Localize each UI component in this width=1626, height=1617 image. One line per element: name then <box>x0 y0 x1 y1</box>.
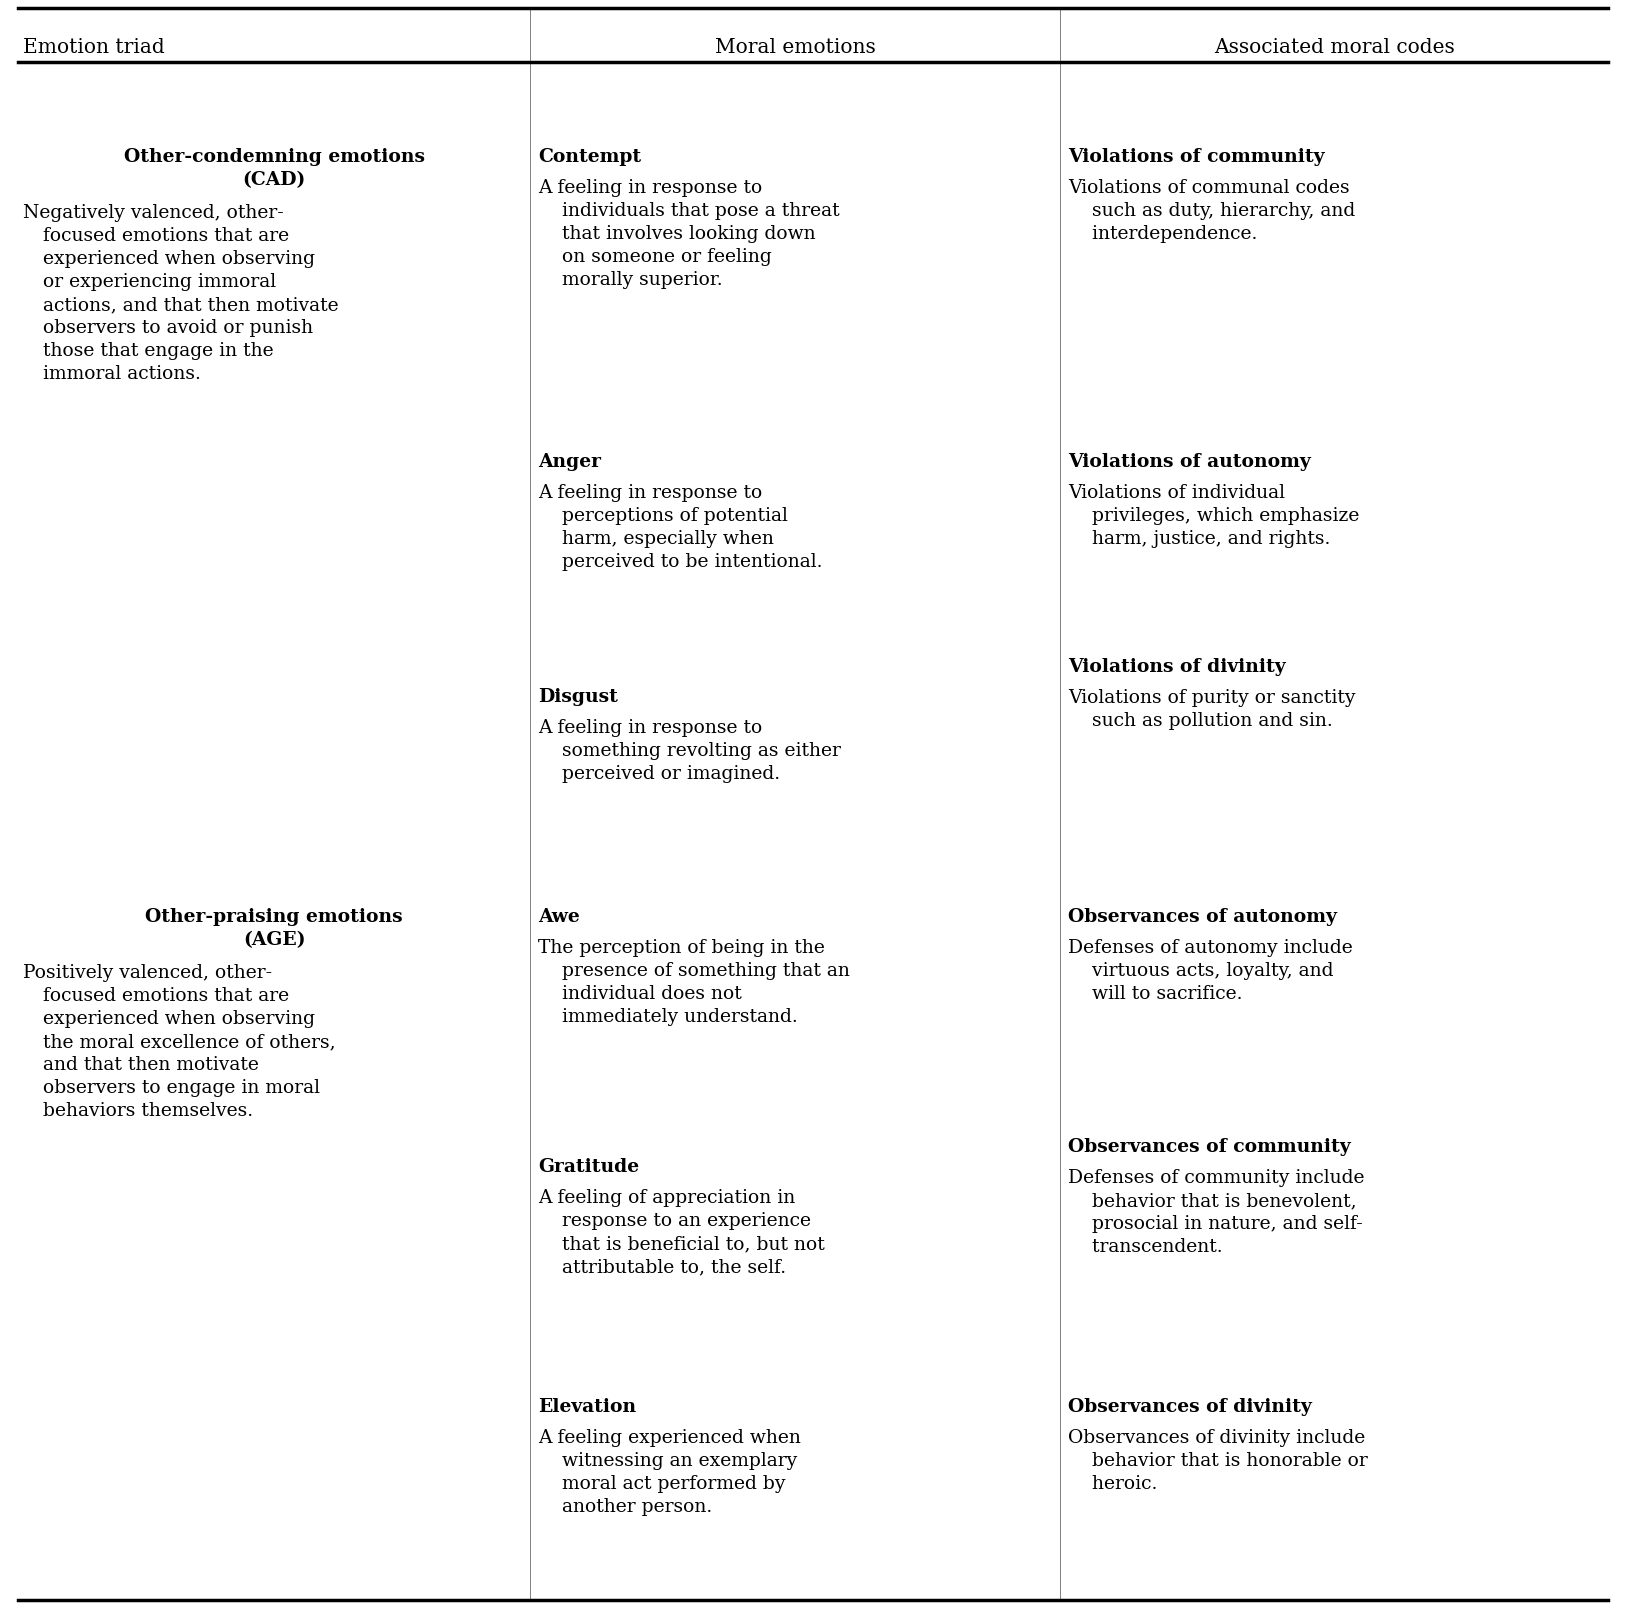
Text: Violations of communal codes: Violations of communal codes <box>1068 179 1350 197</box>
Text: (CAD): (CAD) <box>242 171 306 189</box>
Text: presence of something that an: presence of something that an <box>538 962 850 980</box>
Text: perceived or imagined.: perceived or imagined. <box>538 765 780 783</box>
Text: response to an experience: response to an experience <box>538 1213 811 1231</box>
Text: observers to avoid or punish: observers to avoid or punish <box>42 319 314 336</box>
Text: Disgust: Disgust <box>538 687 618 707</box>
Text: Other-praising emotions: Other-praising emotions <box>145 909 403 927</box>
Text: Gratitude: Gratitude <box>538 1158 639 1176</box>
Text: will to sacrifice.: will to sacrifice. <box>1068 985 1242 1003</box>
Text: something revolting as either: something revolting as either <box>538 742 841 760</box>
Text: on someone or feeling: on someone or feeling <box>538 247 772 267</box>
Text: A feeling in response to: A feeling in response to <box>538 179 763 197</box>
Text: those that engage in the: those that engage in the <box>42 343 273 361</box>
Text: focused emotions that are: focused emotions that are <box>42 986 289 1006</box>
Text: A feeling experienced when: A feeling experienced when <box>538 1429 802 1447</box>
Text: individuals that pose a threat: individuals that pose a threat <box>538 202 839 220</box>
Text: moral act performed by: moral act performed by <box>538 1475 785 1492</box>
Text: Positively valenced, other-: Positively valenced, other- <box>23 964 272 982</box>
Text: Violations of individual: Violations of individual <box>1068 483 1285 501</box>
Text: A feeling in response to: A feeling in response to <box>538 720 763 737</box>
Text: harm, justice, and rights.: harm, justice, and rights. <box>1068 530 1330 548</box>
Text: perceived to be intentional.: perceived to be intentional. <box>538 553 823 571</box>
Text: actions, and that then motivate: actions, and that then motivate <box>42 296 338 314</box>
Text: A feeling in response to: A feeling in response to <box>538 483 763 501</box>
Text: experienced when observing: experienced when observing <box>42 251 315 268</box>
Text: Emotion triad: Emotion triad <box>23 39 164 57</box>
Text: that involves looking down: that involves looking down <box>538 225 816 243</box>
Text: harm, especially when: harm, especially when <box>538 530 774 548</box>
Text: Violations of community: Violations of community <box>1068 149 1325 167</box>
Text: virtuous acts, loyalty, and: virtuous acts, loyalty, and <box>1068 962 1333 980</box>
Text: Associated moral codes: Associated moral codes <box>1213 39 1454 57</box>
Text: Observances of divinity: Observances of divinity <box>1068 1399 1312 1416</box>
Text: A feeling of appreciation in: A feeling of appreciation in <box>538 1188 795 1206</box>
Text: Moral emotions: Moral emotions <box>714 39 875 57</box>
Text: Violations of purity or sanctity: Violations of purity or sanctity <box>1068 689 1356 707</box>
Text: Violations of divinity: Violations of divinity <box>1068 658 1286 676</box>
Text: Defenses of autonomy include: Defenses of autonomy include <box>1068 939 1353 957</box>
Text: such as pollution and sin.: such as pollution and sin. <box>1068 711 1333 729</box>
Text: immoral actions.: immoral actions. <box>42 365 202 383</box>
Text: (AGE): (AGE) <box>242 931 306 949</box>
Text: privileges, which emphasize: privileges, which emphasize <box>1068 508 1359 526</box>
Text: Elevation: Elevation <box>538 1399 636 1416</box>
Text: prosocial in nature, and self-: prosocial in nature, and self- <box>1068 1214 1363 1234</box>
Text: morally superior.: morally superior. <box>538 272 722 289</box>
Text: witnessing an exemplary: witnessing an exemplary <box>538 1452 797 1470</box>
Text: perceptions of potential: perceptions of potential <box>538 508 789 526</box>
Text: interdependence.: interdependence. <box>1068 225 1257 243</box>
Text: Contempt: Contempt <box>538 149 641 167</box>
Text: behavior that is honorable or: behavior that is honorable or <box>1068 1452 1367 1470</box>
Text: another person.: another person. <box>538 1497 712 1517</box>
Text: observers to engage in moral: observers to engage in moral <box>42 1079 320 1096</box>
Text: immediately understand.: immediately understand. <box>538 1007 798 1027</box>
Text: attributable to, the self.: attributable to, the self. <box>538 1258 785 1276</box>
Text: Other-condemning emotions: Other-condemning emotions <box>124 149 424 167</box>
Text: and that then motivate: and that then motivate <box>42 1056 259 1074</box>
Text: Observances of divinity include: Observances of divinity include <box>1068 1429 1366 1447</box>
Text: focused emotions that are: focused emotions that are <box>42 226 289 246</box>
Text: Defenses of community include: Defenses of community include <box>1068 1169 1364 1187</box>
Text: Negatively valenced, other-: Negatively valenced, other- <box>23 204 285 222</box>
Text: Observances of community: Observances of community <box>1068 1138 1351 1156</box>
Text: The perception of being in the: The perception of being in the <box>538 939 824 957</box>
Text: Awe: Awe <box>538 909 580 927</box>
Text: the moral excellence of others,: the moral excellence of others, <box>42 1033 335 1051</box>
Text: behavior that is benevolent,: behavior that is benevolent, <box>1068 1192 1356 1210</box>
Text: behaviors themselves.: behaviors themselves. <box>42 1103 254 1121</box>
Text: that is beneficial to, but not: that is beneficial to, but not <box>538 1235 824 1253</box>
Text: heroic.: heroic. <box>1068 1475 1158 1492</box>
Text: transcendent.: transcendent. <box>1068 1239 1223 1256</box>
Text: experienced when observing: experienced when observing <box>42 1011 315 1028</box>
Text: individual does not: individual does not <box>538 985 741 1003</box>
Text: Anger: Anger <box>538 453 602 471</box>
Text: such as duty, hierarchy, and: such as duty, hierarchy, and <box>1068 202 1354 220</box>
Text: Violations of autonomy: Violations of autonomy <box>1068 453 1311 471</box>
Text: or experiencing immoral: or experiencing immoral <box>42 273 276 291</box>
Text: Observances of autonomy: Observances of autonomy <box>1068 909 1337 927</box>
